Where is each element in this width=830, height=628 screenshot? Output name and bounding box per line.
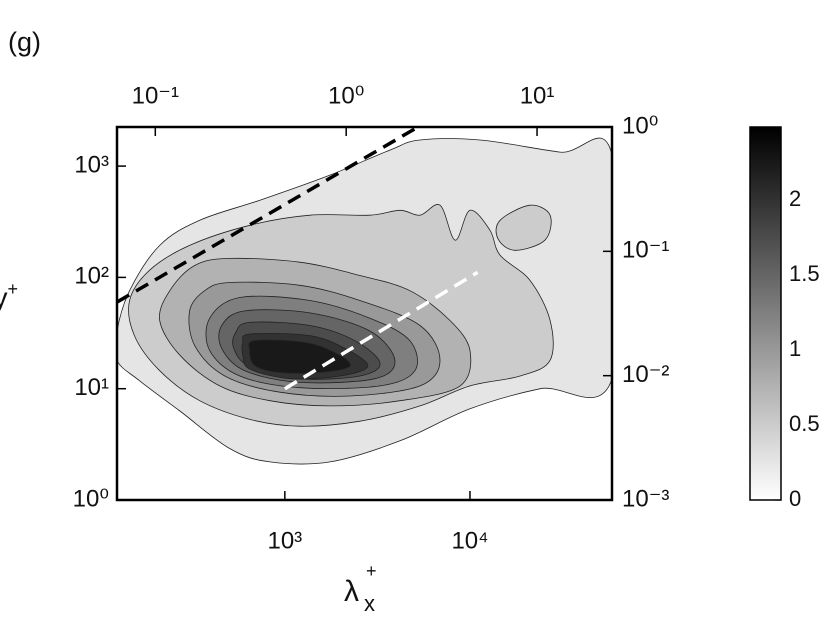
colorbar	[749, 126, 782, 501]
y-tick-label: 10³	[74, 151, 109, 178]
contour-region	[495, 204, 552, 251]
dashed-line	[117, 127, 419, 304]
plot-area	[117, 127, 612, 465]
y-tick-label: 10¹	[74, 374, 109, 401]
plot-frame	[115, 125, 614, 502]
colorbar-tick-label: 2	[789, 186, 801, 211]
x2-tick-label: 10¹	[520, 82, 555, 109]
y-label-base: y	[0, 282, 7, 313]
axes: 10³ 10⁴ 10⁰ 10¹ 10² 10³ 10⁻¹ 10⁰ 10¹ 10⁻³ 10⁻² 10⁻¹…	[73, 82, 820, 554]
x-label-base: λ	[344, 575, 359, 608]
chart-title: (g)	[8, 27, 41, 57]
y2-tick-label: 10⁰	[622, 112, 658, 139]
colorbar-tick-label: 0	[789, 486, 801, 511]
x-tick-label: 10³	[267, 527, 302, 554]
x2-tick-label: 10⁻¹	[132, 82, 179, 109]
x-tick-label: 10⁴	[451, 527, 488, 554]
colorbar-tick-label: 1	[789, 336, 801, 361]
y-tick-label: 10²	[74, 263, 109, 290]
x-label-sup: +	[366, 561, 377, 581]
x-axis-label: λ x +	[344, 561, 377, 616]
x2-tick-label: 10⁰	[328, 82, 364, 109]
y-axis-label: y+	[0, 279, 18, 314]
y2-tick-label: 10⁻³	[622, 485, 669, 512]
colorbar-tick-label: 0.5	[789, 411, 820, 436]
y2-tick-label: 10⁻²	[622, 361, 669, 388]
x-label-sub: x	[364, 591, 375, 616]
y-tick-label: 10⁰	[73, 485, 109, 512]
y2-tick-label: 10⁻¹	[622, 237, 669, 264]
dashed-line	[283, 270, 479, 391]
y-label-sup: +	[7, 279, 18, 299]
colorbar-tick-label: 1.5	[789, 261, 820, 286]
